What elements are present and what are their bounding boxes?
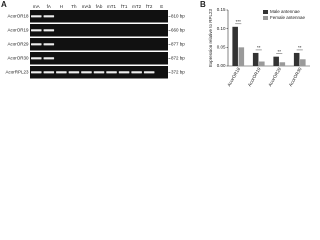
bar <box>273 56 279 66</box>
gel-band <box>43 71 55 74</box>
lane-label: fAb <box>96 4 103 9</box>
gel-band <box>143 71 155 74</box>
gene-label: AcorOR18 <box>7 13 29 18</box>
legend-swatch <box>263 16 268 20</box>
gel-band <box>56 71 67 74</box>
x-tick-label: AcorOR18 <box>226 66 241 87</box>
gel-band <box>81 71 92 74</box>
size-label: 877 bp <box>171 41 185 46</box>
bar <box>300 59 306 66</box>
gel-band <box>68 71 80 74</box>
lane-label: fA <box>47 4 51 9</box>
lane-label: mT2 <box>132 4 141 9</box>
x-tick-label: AcorOR29 <box>267 66 282 87</box>
bar <box>232 26 238 66</box>
bar <box>259 61 265 66</box>
gene-label: AcorOR29 <box>7 41 29 46</box>
x-tick-label: AcorOR30 <box>288 66 303 87</box>
x-tick-label: AcorOR19 <box>247 66 262 87</box>
gel-band <box>43 57 55 60</box>
gel-row <box>30 52 168 65</box>
gel-band <box>31 57 42 60</box>
lane-label: fT2 <box>146 4 153 9</box>
gene-label: AcorOR19 <box>7 27 29 32</box>
size-label: 810 bp <box>171 13 185 18</box>
y-axis-label: Expression relative to RPL23 <box>208 8 213 67</box>
gel-row <box>30 38 168 51</box>
lane-label: Th <box>71 4 77 9</box>
significance: ** <box>277 49 281 54</box>
panel-label: A <box>1 0 7 9</box>
bar <box>293 52 300 66</box>
gene-label: AcorOR30 <box>7 55 29 60</box>
gel-band <box>43 29 55 32</box>
lane-label: mT1 <box>107 4 116 9</box>
lane-label: mAb <box>82 4 92 9</box>
bar <box>238 47 245 66</box>
gel-band <box>31 71 42 74</box>
gel-band <box>118 71 130 74</box>
lane-label: E <box>160 4 163 9</box>
y-tick-label: 0.10 <box>217 26 226 31</box>
figure: A B mA fA H Th mAb fAb mT1 fT1 mT2 fT2 E AcorOR18 81… <box>1 0 310 87</box>
gel-band <box>31 43 42 46</box>
bar <box>279 62 286 66</box>
gel-band <box>31 29 42 32</box>
y-tick-label: 0.00 <box>217 63 226 68</box>
lane-label: fT1 <box>121 4 128 9</box>
lane-label: H <box>60 4 63 9</box>
panel-label: B <box>200 0 206 9</box>
gel-row <box>30 24 168 37</box>
significance: ** <box>257 45 261 50</box>
gel-band <box>93 71 105 74</box>
legend-label: Male antennae <box>270 9 300 14</box>
significance: ** <box>298 45 302 50</box>
gel-band <box>131 71 142 74</box>
bar <box>252 52 259 66</box>
size-label: 372 bp <box>171 69 185 74</box>
legend-label: Female antennae <box>270 15 306 20</box>
gel-row <box>30 10 168 23</box>
gel-band <box>43 15 55 18</box>
gene-label: AcorRPL23 <box>5 69 29 74</box>
gel-band <box>106 71 117 74</box>
gel-band <box>31 15 42 18</box>
size-label: 872 bp <box>171 55 185 60</box>
size-label: 660 bp <box>171 27 185 32</box>
significance: *** <box>236 19 242 24</box>
gel-band <box>43 43 55 46</box>
legend-swatch <box>263 10 268 14</box>
lane-label: mA <box>33 4 40 9</box>
y-tick-label: 0.15 <box>217 7 226 12</box>
y-tick-label: 0.05 <box>217 45 226 50</box>
